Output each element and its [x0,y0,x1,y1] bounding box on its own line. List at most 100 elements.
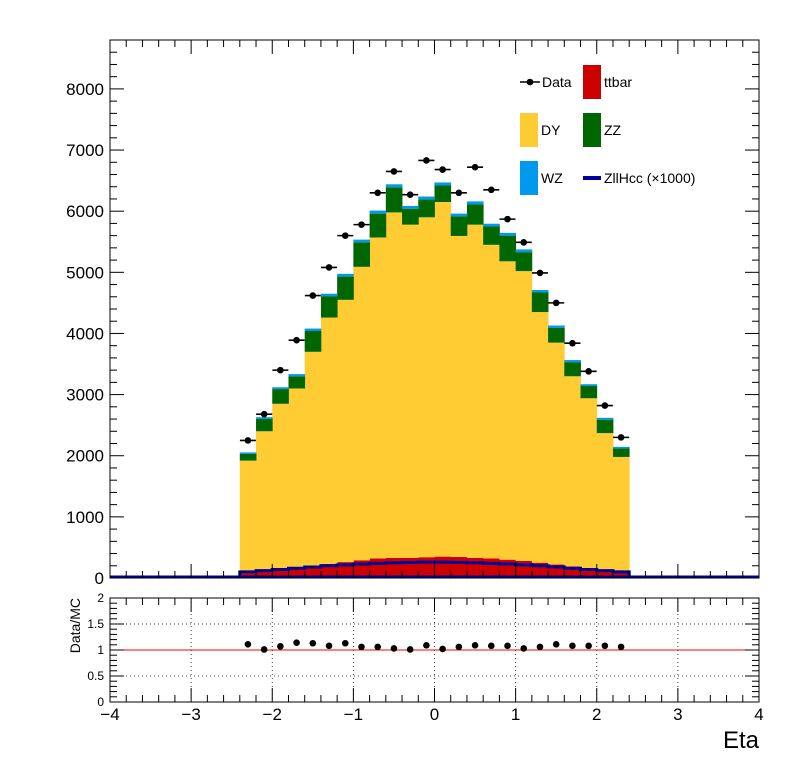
bar-zz-15 [483,226,500,245]
bar-zz-4 [304,331,322,352]
data-point-12 [439,166,446,173]
data-point-2 [277,366,284,374]
ratio-xtick-label-6: 2 [592,705,601,724]
data-point-22 [601,402,609,409]
bar-dy-17 [515,271,533,561]
ratio-point-12 [439,645,446,653]
main-axes: 0 1000 2000 3000 4000 5000 6000 7000 8000 [66,39,760,588]
main-ytick-label-7: 7000 [66,141,104,160]
ratio-ytick-label-1: 0.5 [87,669,104,683]
main-histogram-stack [110,182,759,579]
ratio-point-15 [487,642,495,650]
bar-wz-23 [612,446,630,449]
bar-zz-3 [288,376,306,389]
bar-wz-4 [304,328,322,332]
bar-dy-8 [369,237,387,559]
bar-dy-10 [402,224,419,558]
ratio-point-3 [293,639,300,647]
bar-dy-11 [418,217,435,558]
bar-zz-19 [548,327,565,343]
ratio-xtick-label-5: 1 [511,705,520,724]
bar-wz-10 [402,205,419,209]
legend-marker-data [526,78,534,86]
bar-wz-20 [564,360,581,363]
bar-wz-22 [596,417,614,420]
data-point-10 [406,191,414,198]
ratio-point-16 [504,642,511,650]
ratio-point-14 [471,642,479,649]
bar-ttbar-9 [385,557,403,578]
bar-zz-0 [239,453,257,461]
main-ytick-label-4: 4000 [66,324,104,343]
bar-dy-6 [337,299,354,563]
ratio-point-1 [260,646,268,653]
ratio-point-19 [552,640,560,648]
bar-wz-9 [385,184,403,188]
bar-dy-4 [304,351,322,566]
data-point-19 [552,299,560,307]
main-ytick-label-0: 0 [95,569,104,588]
data-points [239,157,630,444]
bar-wz-16 [499,232,517,236]
bar-ttbar-21 [580,568,598,578]
data-point-13 [455,189,463,197]
bar-wz-11 [418,196,435,200]
ratio-xtick-label-4: 0 [430,705,439,724]
bar-wz-21 [580,384,598,387]
legend-swatch-ttbar [583,65,601,99]
bar-zz-13 [450,216,468,236]
ratio-axes: 0 0.5 1 1.5 2 −4 −3 −2 −1 0 1 2 3 4 [87,591,763,724]
bar-zz-6 [337,276,354,300]
bar-ttbar-2 [272,569,289,578]
bar-ttbar-1 [256,571,273,578]
bar-dy-16 [499,261,517,560]
data-point-23 [617,434,625,441]
data-point-8 [374,189,382,197]
ratio-point-21 [585,642,592,650]
bar-wz-3 [288,374,306,377]
bar-ttbar-16 [499,559,517,578]
bar-zz-5 [320,296,338,318]
ratio-xtick-label-8: 4 [754,705,763,724]
ratio-points [244,639,625,653]
bar-dy-9 [385,212,403,558]
bar-wz-14 [466,201,484,205]
ratio-point-7 [358,643,365,651]
bar-wz-6 [337,273,354,277]
data-point-7 [358,221,365,228]
bar-zz-1 [256,419,273,432]
bar-dy-14 [466,224,484,558]
bar-dy-19 [548,342,565,565]
ratio-point-18 [536,643,544,651]
bar-dy-3 [288,388,306,568]
ratio-point-4 [309,639,317,647]
ratio-point-22 [601,642,609,650]
bar-wz-17 [515,249,533,253]
data-point-9 [390,168,398,175]
data-point-14 [471,163,479,171]
bar-wz-0 [239,452,257,454]
ratio-point-6 [341,639,349,647]
ratio-point-11 [423,642,430,649]
bar-dy-7 [353,266,370,561]
bar-zz-7 [353,242,370,267]
bar-wz-5 [320,293,338,297]
legend-label-data: Data [542,74,572,90]
data-point-17 [520,239,528,246]
data-point-20 [569,339,576,347]
legend-label-dy: DY [541,122,561,138]
bar-dy-13 [450,235,468,557]
bar-zz-18 [531,292,549,313]
bar-dy-15 [483,244,500,559]
data-point-21 [585,368,592,375]
data-point-0 [244,437,252,444]
ratio-point-9 [390,645,398,652]
ratio-xtick-label-3: −1 [344,705,363,724]
data-point-18 [536,269,544,277]
ratio-point-17 [520,645,528,652]
bar-zz-23 [612,448,630,457]
ratio-point-23 [617,643,625,651]
bar-zz-2 [272,389,289,404]
bar-ttbar-11 [418,557,435,578]
